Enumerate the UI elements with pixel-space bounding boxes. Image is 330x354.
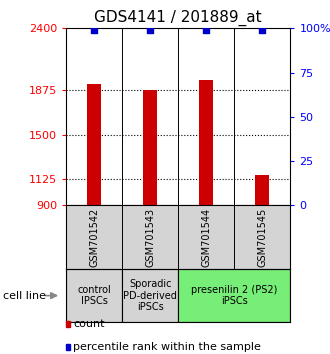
Point bbox=[91, 27, 97, 33]
Point bbox=[204, 27, 209, 33]
Bar bbox=[143, 90, 157, 205]
Bar bbox=[122, 269, 178, 322]
Bar bbox=[234, 205, 290, 269]
Bar bbox=[87, 84, 101, 205]
Bar bbox=[66, 269, 122, 322]
Text: control
IPSCs: control IPSCs bbox=[77, 285, 111, 307]
Point bbox=[260, 27, 265, 33]
Text: count: count bbox=[73, 319, 105, 329]
Text: GSM701543: GSM701543 bbox=[145, 207, 155, 267]
Bar bbox=[122, 205, 178, 269]
Bar bbox=[178, 269, 290, 322]
Title: GDS4141 / 201889_at: GDS4141 / 201889_at bbox=[94, 9, 262, 25]
Bar bbox=[66, 205, 122, 269]
Bar bbox=[178, 205, 234, 269]
Text: Sporadic
PD-derived
iPSCs: Sporadic PD-derived iPSCs bbox=[123, 279, 177, 312]
Bar bbox=[255, 175, 269, 205]
Text: GSM701544: GSM701544 bbox=[201, 207, 211, 267]
Text: cell line: cell line bbox=[3, 291, 46, 301]
Text: GSM701545: GSM701545 bbox=[257, 207, 267, 267]
Text: percentile rank within the sample: percentile rank within the sample bbox=[73, 342, 261, 352]
Text: GSM701542: GSM701542 bbox=[89, 207, 99, 267]
Bar bbox=[199, 80, 213, 205]
Point bbox=[148, 27, 153, 33]
Text: presenilin 2 (PS2)
iPSCs: presenilin 2 (PS2) iPSCs bbox=[191, 285, 278, 307]
